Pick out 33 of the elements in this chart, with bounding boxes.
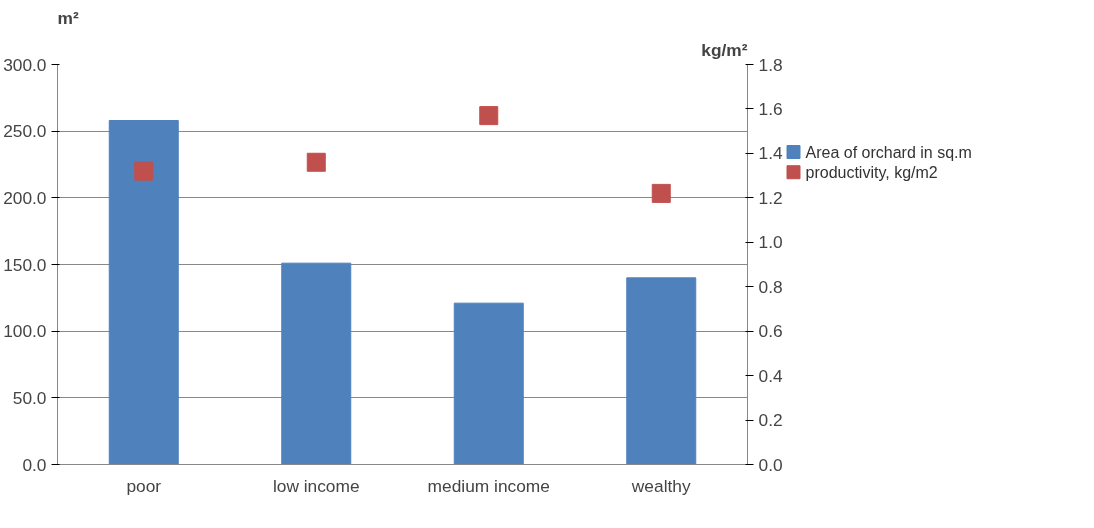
y2-tick-label: 0.6 [758, 321, 783, 342]
y-tick-label: 300.0 [3, 54, 47, 75]
bar [281, 262, 352, 465]
y-tick-label: 250.0 [3, 121, 47, 142]
point [306, 152, 326, 172]
bar [108, 120, 179, 465]
y2-tick-label: 1.0 [758, 232, 783, 253]
y-axis-title: m² [57, 7, 79, 28]
x-tick-label: wealthy [630, 475, 691, 496]
x-tick-label: medium income [427, 475, 550, 496]
bar [626, 277, 697, 465]
y2-tick-label: 1.6 [758, 98, 783, 119]
y-tick-label: 100.0 [3, 321, 47, 342]
point [134, 161, 154, 181]
y2-tick-label: 1.2 [758, 187, 783, 208]
y-tick-label: 200.0 [3, 187, 47, 208]
y-tick-label: 50.0 [12, 387, 47, 408]
y-tick-label: 150.0 [3, 254, 47, 275]
y-tick-label: 0.0 [22, 454, 47, 475]
y2-tick-label: 0.0 [758, 454, 783, 475]
y2-tick-label: 0.4 [758, 365, 783, 386]
bar [453, 302, 524, 465]
point [651, 183, 671, 203]
y2-axis-title: kg/m² [701, 39, 748, 60]
point [479, 106, 499, 126]
legend-label: Area of orchard in sq.m [805, 143, 972, 161]
x-tick-label: low income [272, 475, 360, 496]
y2-tick-label: 1.8 [758, 54, 783, 75]
legend-label: productivity, kg/m2 [805, 163, 938, 181]
y2-tick-label: 0.2 [758, 410, 783, 431]
y2-tick-label: 1.4 [758, 143, 783, 164]
y2-tick-label: 0.8 [758, 276, 783, 297]
x-tick-label: poor [126, 475, 162, 496]
